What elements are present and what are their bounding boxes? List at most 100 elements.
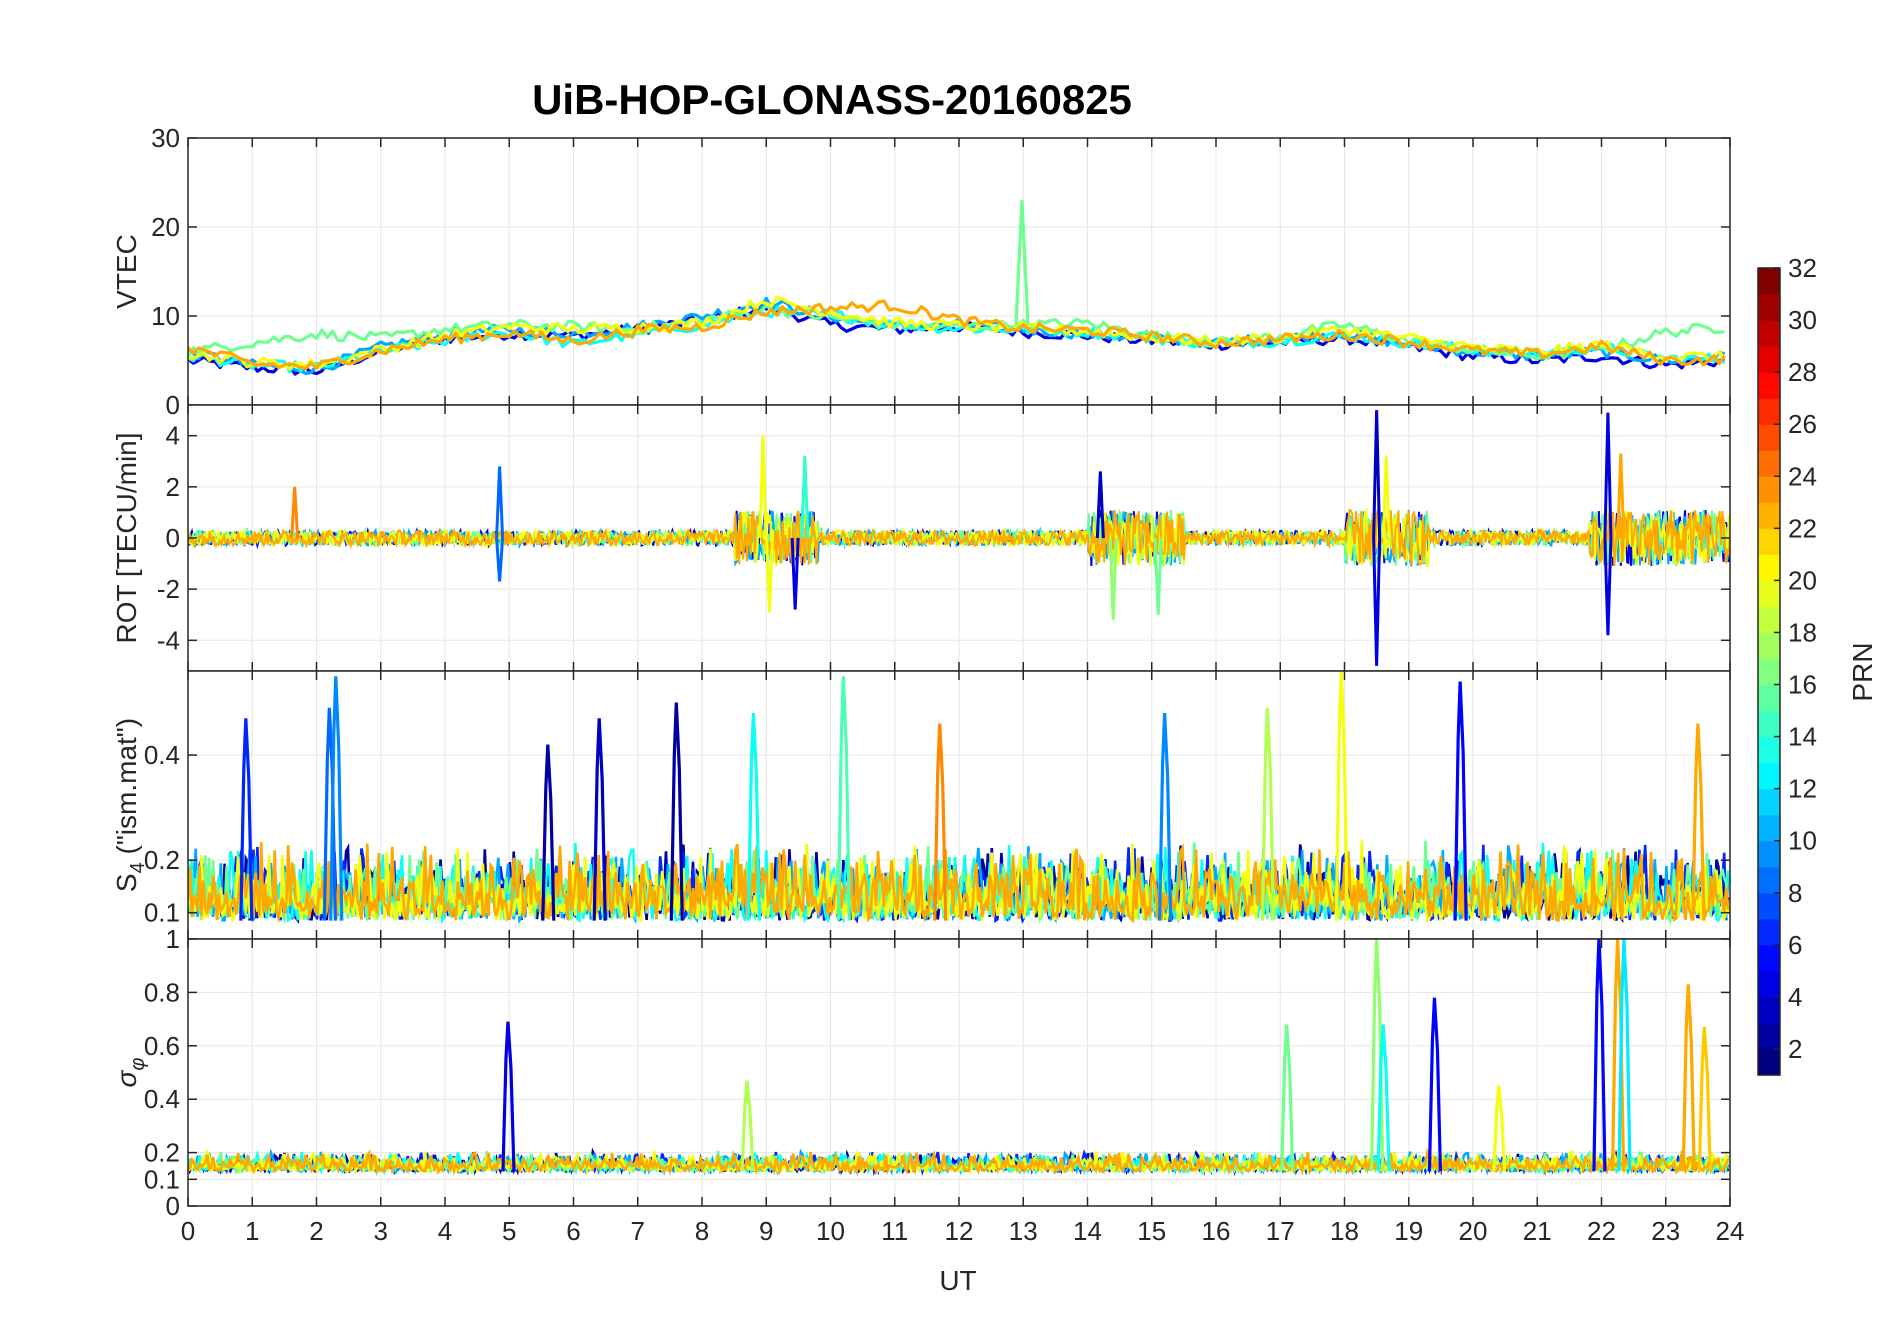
rot-series-prn-23 xyxy=(188,508,1730,567)
x-tick-label: 16 xyxy=(1202,1216,1231,1246)
colorbar-swatch xyxy=(1758,450,1780,477)
sigma-series-prn-23 xyxy=(188,1147,1730,1177)
x-tick-label: 23 xyxy=(1651,1216,1680,1246)
series-group xyxy=(188,200,1726,376)
series-group xyxy=(188,939,1730,1177)
y-label-main: σ xyxy=(111,1069,142,1087)
x-tick-label: 21 xyxy=(1523,1216,1552,1246)
sigma-peak xyxy=(1592,939,1607,1172)
colorbar-swatch xyxy=(1758,814,1780,842)
sigma-peak xyxy=(1681,984,1696,1172)
rot-spike xyxy=(1108,537,1118,620)
x-tick-label: 17 xyxy=(1266,1216,1295,1246)
y-axis-label-rot: ROT [TECU/min] xyxy=(111,432,142,643)
colorbar-tick-label: 2 xyxy=(1788,1034,1802,1064)
colorbar-swatch xyxy=(1758,320,1780,347)
x-tick-label: 12 xyxy=(945,1216,974,1246)
colorbar-tick-label: 12 xyxy=(1788,774,1817,804)
x-tick-label: 5 xyxy=(502,1216,516,1246)
y-tick-label: 0.2 xyxy=(144,1138,180,1168)
colorbar-tick-label: 8 xyxy=(1788,878,1802,908)
colorbar-swatch xyxy=(1758,1048,1780,1076)
x-tick-label: 22 xyxy=(1587,1216,1616,1246)
s4-peak xyxy=(329,676,344,921)
y-tick-label: 0 xyxy=(166,390,180,420)
colorbar-swatch xyxy=(1758,476,1780,503)
y-axis-label-sigma: σφ xyxy=(111,1058,149,1088)
colorbar-swatch xyxy=(1758,1022,1780,1050)
colorbar-swatch xyxy=(1758,736,1780,764)
rot-spike xyxy=(1372,537,1382,666)
sigma-peak xyxy=(501,1021,516,1172)
colorbar-swatch xyxy=(1758,710,1780,738)
colorbar-swatch xyxy=(1758,528,1780,555)
series-group xyxy=(188,671,1730,926)
colorbar-swatch xyxy=(1758,762,1780,790)
y-tick-label: 0.1 xyxy=(144,1164,180,1194)
y-tick-label: 30 xyxy=(151,123,180,153)
y-label-subscript: 4 xyxy=(127,862,149,873)
s4-peak xyxy=(933,723,948,921)
s4-peak xyxy=(1158,712,1173,921)
y-label-main: S xyxy=(111,873,142,892)
colorbar-tick-label: 16 xyxy=(1788,670,1817,700)
vtec-spike xyxy=(1014,200,1030,325)
x-tick-label: 0 xyxy=(181,1216,195,1246)
x-tick-label: 14 xyxy=(1073,1216,1102,1246)
colorbar-swatch xyxy=(1758,268,1780,295)
colorbar-tick-label: 4 xyxy=(1788,982,1802,1012)
colorbar-swatch xyxy=(1758,294,1780,321)
colorbar-swatch xyxy=(1758,866,1780,894)
s4-peak xyxy=(746,712,761,921)
series-group xyxy=(188,410,1730,666)
y-tick-label: 20 xyxy=(151,212,180,242)
colorbar-swatch xyxy=(1758,554,1780,581)
panel-sigma: 00.10.2 0.4 0.6 0.8 1 σφ xyxy=(111,924,1731,1221)
colorbar-tick-label: 18 xyxy=(1788,617,1817,647)
colorbar-swatch xyxy=(1758,944,1780,972)
colorbar-swatch xyxy=(1758,970,1780,998)
colorbar-tick-label: 28 xyxy=(1788,357,1817,387)
y-tick-label: 0.8 xyxy=(144,977,180,1007)
rot-spike xyxy=(495,466,505,539)
rot-spike xyxy=(495,537,505,582)
chart-title: UiB-HOP-GLONASS-20160825 xyxy=(532,76,1132,123)
colorbar-swatch xyxy=(1758,424,1780,451)
x-tick-label: 3 xyxy=(374,1216,388,1246)
sigma-peak xyxy=(1617,939,1632,1172)
s4-peak xyxy=(1260,707,1275,921)
panel-rot: -4 -2 0 2 4 ROT [TECU/min] xyxy=(111,404,1731,672)
y-tick-label: 0.4 xyxy=(144,1084,180,1114)
colorbar-swatch xyxy=(1758,346,1780,373)
y-tick-label: 1 xyxy=(166,924,180,954)
rot-spike xyxy=(1095,471,1105,539)
s4-peak xyxy=(1334,671,1349,921)
rot-spike xyxy=(1381,456,1391,539)
x-tick-label: 9 xyxy=(759,1216,773,1246)
colorbar-tick-label: 10 xyxy=(1788,826,1817,856)
panel-vtec: 0 10 20 30 VTEC xyxy=(111,123,1731,420)
rot-spike xyxy=(790,537,800,610)
x-tick-label: 6 xyxy=(566,1216,580,1246)
y-axis-label-vtec: VTEC xyxy=(111,234,142,309)
y-tick-label: 4 xyxy=(166,421,180,451)
colorbar-swatch xyxy=(1758,658,1780,686)
x-tick-label: 7 xyxy=(631,1216,645,1246)
x-tick-label: 4 xyxy=(438,1216,452,1246)
rot-spike xyxy=(764,537,774,613)
vtec-series-prn-23 xyxy=(188,299,1726,371)
x-tick-label: 18 xyxy=(1330,1216,1359,1246)
y-tick-label: 10 xyxy=(151,301,180,331)
rot-spike xyxy=(1616,453,1626,539)
x-tick-label: 1 xyxy=(245,1216,259,1246)
y-tick-label: 0 xyxy=(166,1191,180,1221)
colorbar-swatch xyxy=(1758,606,1780,634)
y-tick-label: 2 xyxy=(166,472,180,502)
sigma-peak xyxy=(1376,1024,1391,1172)
x-tick-label: 2 xyxy=(309,1216,323,1246)
colorbar-tick-label: 24 xyxy=(1788,461,1817,491)
y-tick-label: -2 xyxy=(157,574,180,604)
colorbar-swatch xyxy=(1758,632,1780,660)
colorbar-swatch xyxy=(1758,918,1780,946)
